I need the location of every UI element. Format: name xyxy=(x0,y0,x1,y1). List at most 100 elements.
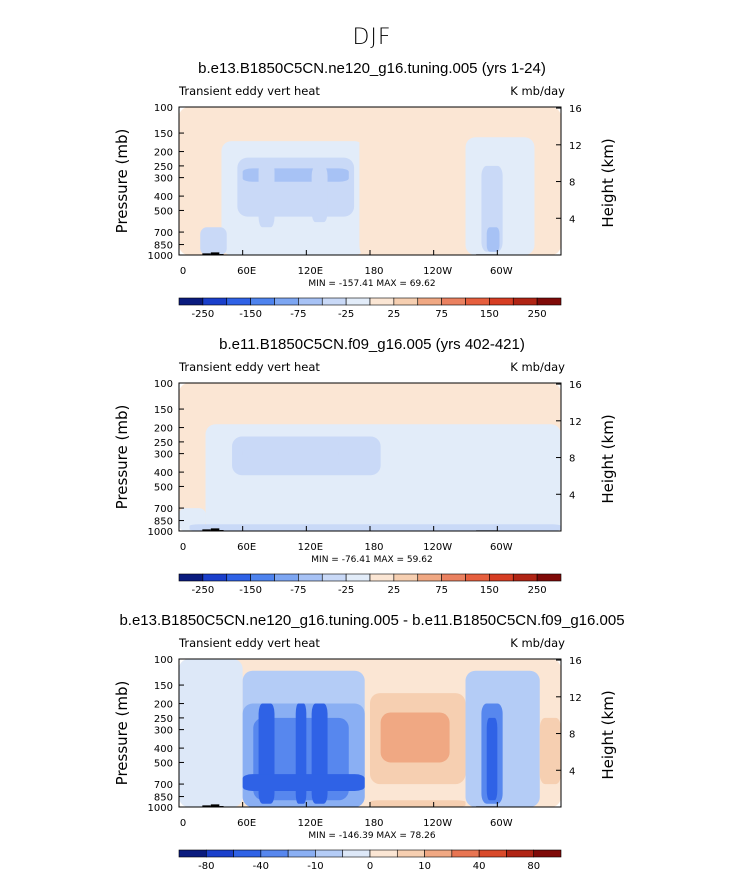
colorbar-label: 10 xyxy=(418,861,431,872)
units-label: K mb/day xyxy=(510,84,565,98)
colorbar-swatch xyxy=(321,573,347,582)
colorbar-swatch xyxy=(233,849,262,858)
panel-title: b.e13.B1850C5CN.ne120_g16.tuning.005 (yr… xyxy=(198,60,546,77)
colorbar-swatch xyxy=(178,297,204,306)
left-label: Transient eddy vert heat xyxy=(178,636,320,650)
x-tick-label: 180 xyxy=(364,542,383,553)
colorbar-swatch xyxy=(274,297,299,306)
y-right-tick-label: 4 xyxy=(569,214,575,225)
x-tick-label: 180 xyxy=(364,818,383,829)
colorbar-swatch xyxy=(298,297,323,306)
colorbar-swatch xyxy=(298,573,323,582)
colorbar-swatch xyxy=(250,297,275,306)
contour-region xyxy=(258,160,275,228)
colorbar-swatch xyxy=(369,849,398,858)
contour-region xyxy=(311,165,328,223)
x-tick-label: 0 xyxy=(180,542,186,553)
contour-region xyxy=(486,717,498,801)
min-max-stats: MIN = -76.41 MAX = 59.62 xyxy=(311,555,432,565)
y-tick-label: 1000 xyxy=(148,527,173,538)
left-label: Transient eddy vert heat xyxy=(178,360,320,374)
colorbar-swatch xyxy=(274,573,299,582)
colorbar-label: 0 xyxy=(367,861,373,872)
y-right-tick-label: 12 xyxy=(569,141,582,152)
contour-region xyxy=(242,449,339,458)
colorbar-label: 250 xyxy=(528,585,547,596)
contour-region xyxy=(539,717,561,785)
colorbar-swatch xyxy=(260,849,289,858)
colorbar-swatch xyxy=(533,849,562,858)
colorbar-label: -150 xyxy=(239,309,262,320)
colorbar-swatch xyxy=(424,849,453,858)
y-right-tick-label: 16 xyxy=(569,380,582,391)
y-tick-label: 700 xyxy=(154,228,173,239)
x-tick-label: 120W xyxy=(423,266,452,277)
panel-title: b.e11.B1850C5CN.f09_g16.005 (yrs 402-421… xyxy=(219,336,525,353)
colorbar-swatch xyxy=(178,573,204,582)
colorbar-swatch xyxy=(345,297,371,306)
colorbar-swatch xyxy=(512,573,538,582)
colorbar-swatch xyxy=(226,573,251,582)
colorbar-label: -75 xyxy=(290,309,306,320)
x-tick-label: 60W xyxy=(490,542,513,553)
y-tick-label: 850 xyxy=(154,793,173,804)
x-tick-label: 120W xyxy=(423,818,452,829)
y-tick-label: 300 xyxy=(154,450,173,461)
colorbar-swatch xyxy=(441,573,466,582)
colorbar-swatch xyxy=(369,297,395,306)
colorbar-swatch xyxy=(393,297,419,306)
y-tick-label: 100 xyxy=(154,655,173,666)
y-tick-label: 1000 xyxy=(148,251,173,262)
contour-region xyxy=(486,227,500,252)
contour-region xyxy=(380,712,450,763)
colorbar-label: -25 xyxy=(338,585,354,596)
y-right-tick-label: 8 xyxy=(569,454,575,465)
x-tick-label: 180 xyxy=(364,266,383,277)
y-right-tick-label: 12 xyxy=(569,693,582,704)
x-tick-label: 0 xyxy=(180,266,186,277)
y-tick-label: 100 xyxy=(154,103,173,114)
y-tick-label: 150 xyxy=(154,681,173,692)
x-tick-label: 120E xyxy=(298,266,323,277)
colorbar-swatch xyxy=(536,573,562,582)
colorbar-label: 250 xyxy=(528,309,547,320)
min-max-stats: MIN = -157.41 MAX = 69.62 xyxy=(308,279,435,289)
colorbar-swatch xyxy=(417,573,442,582)
colorbar-swatch xyxy=(465,297,490,306)
colorbar-swatch xyxy=(393,573,419,582)
y-tick-label: 400 xyxy=(154,744,173,755)
colorbar-label: 75 xyxy=(435,309,448,320)
colorbar-swatch xyxy=(202,573,228,582)
units-label: K mb/day xyxy=(510,360,565,374)
y-tick-label: 250 xyxy=(154,714,173,725)
contour-region xyxy=(359,107,376,255)
x-tick-label: 60E xyxy=(237,266,256,277)
x-tick-label: 120W xyxy=(423,542,452,553)
y-right-tick-label: 16 xyxy=(569,104,582,115)
panels: b.e13.B1850C5CN.ne120_g16.tuning.005 (yr… xyxy=(113,60,625,872)
y-tick-label: 150 xyxy=(154,405,173,416)
colorbar-label: 25 xyxy=(388,309,401,320)
colorbar-swatch xyxy=(250,573,275,582)
panel-3: b.e13.B1850C5CN.ne120_g16.tuning.005 - b… xyxy=(113,612,625,872)
colorbar-swatch xyxy=(202,297,228,306)
colorbar-label: 150 xyxy=(480,585,499,596)
y-axis-label: Pressure (mb) xyxy=(113,129,131,234)
min-max-stats: MIN = -146.39 MAX = 78.26 xyxy=(308,831,435,841)
colorbar-swatch xyxy=(226,297,251,306)
colorbar-swatch xyxy=(441,297,466,306)
contour-region xyxy=(237,157,355,217)
colorbar-swatch xyxy=(465,573,490,582)
y-right-axis-label: Height (km) xyxy=(599,138,617,227)
contour-region xyxy=(242,774,365,792)
panel-title: b.e13.B1850C5CN.ne120_g16.tuning.005 - b… xyxy=(119,612,624,629)
contour-region xyxy=(179,659,243,807)
colorbar-label: -250 xyxy=(192,585,215,596)
topography xyxy=(202,253,211,255)
x-tick-label: 120E xyxy=(298,542,323,553)
colorbar-swatch xyxy=(315,849,344,858)
contour-region xyxy=(189,524,561,531)
colorbar-swatch xyxy=(489,297,514,306)
y-tick-label: 250 xyxy=(154,438,173,449)
